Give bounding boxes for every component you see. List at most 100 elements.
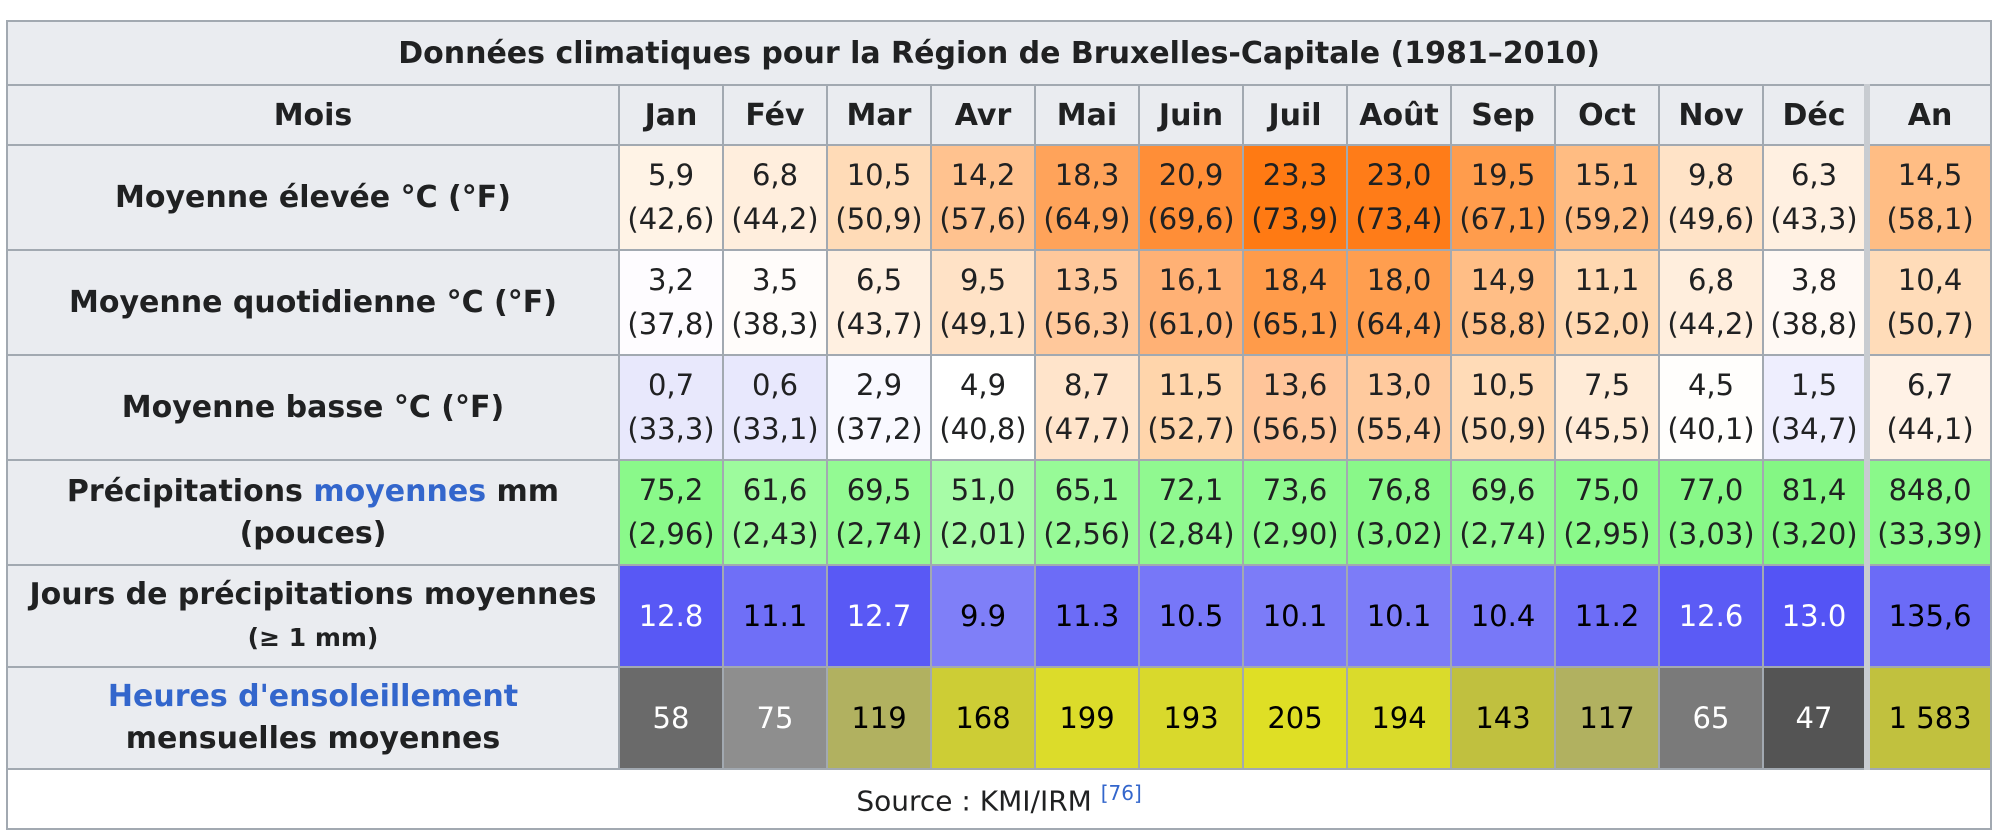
value-cell: 11,5 (52,7) xyxy=(1138,354,1244,461)
metric-value: 6,3 xyxy=(1790,158,1838,192)
value-cell: 65,1 (2,56) xyxy=(1034,459,1140,566)
value-cell: 75,0 (2,95) xyxy=(1554,459,1660,566)
sunshine-link[interactable]: Heures d'ensoleillement xyxy=(107,679,519,714)
row-precipitation: Précipitations moyennes mm (pouces) 75,2… xyxy=(6,459,1993,566)
value-cell: 51,0 (2,01) xyxy=(930,459,1036,566)
metric-value: 3,8 xyxy=(1790,263,1838,297)
table-title: Données climatiques pour la Région de Br… xyxy=(5,20,1993,86)
metric-value: 20,9 xyxy=(1158,158,1224,192)
metric-value: 61,6 xyxy=(742,473,808,507)
imperial-value: (37,2) xyxy=(835,411,923,446)
value-cell: 199 xyxy=(1034,666,1140,770)
month-header: Fév xyxy=(722,84,828,146)
imperial-value: (37,8) xyxy=(627,306,715,341)
metric-value: 8,7 xyxy=(1063,368,1111,402)
metric-value: 9,5 xyxy=(959,263,1007,297)
annual-value-cell: 135,6 xyxy=(1863,564,1993,668)
row-sunshine: Heures d'ensoleillement mensuelles moyen… xyxy=(6,666,1993,770)
imperial-value: (2,96) xyxy=(627,516,715,551)
imperial-value: (59,2) xyxy=(1563,201,1651,236)
annual-header: An xyxy=(1863,84,1993,146)
source-reference-link[interactable]: [76] xyxy=(1100,780,1142,805)
metric-value: 14,2 xyxy=(950,158,1016,192)
metric-value: 0,6 xyxy=(751,368,799,402)
month-header: Juil xyxy=(1242,84,1348,146)
metric-value: 5,9 xyxy=(647,158,695,192)
month-header: Mar xyxy=(826,84,932,146)
value-cell: 72,1 (2,84) xyxy=(1138,459,1244,566)
imperial-value: (47,7) xyxy=(1043,411,1131,446)
value-cell: 13.0 xyxy=(1762,564,1868,668)
annual-value-cell: 848,0 (33,39) xyxy=(1863,459,1993,566)
imperial-value: (49,6) xyxy=(1667,201,1755,236)
imperial-value: (56,5) xyxy=(1251,411,1339,446)
value-cell: 10.1 xyxy=(1346,564,1452,668)
value-cell: 65 xyxy=(1658,666,1764,770)
imperial-value: (49,1) xyxy=(939,306,1027,341)
precip-days-label: Jours de précipitations moyennes xyxy=(29,577,597,612)
value-cell: 6,8 (44,2) xyxy=(1658,249,1764,356)
value-cell: 75,2 (2,96) xyxy=(618,459,724,566)
value-cell: 0,6 (33,1) xyxy=(722,354,828,461)
metric-value: 75,2 xyxy=(638,473,704,507)
metric-value: 15,1 xyxy=(1574,158,1640,192)
value-cell: 2,9 (37,2) xyxy=(826,354,932,461)
metric-value: 7,5 xyxy=(1583,368,1631,402)
value-cell: 12.7 xyxy=(826,564,932,668)
imperial-value: (2,43) xyxy=(731,516,819,551)
value-cell: 81,4 (3,20) xyxy=(1762,459,1868,566)
value-cell: 61,6 (2,43) xyxy=(722,459,828,566)
metric-value: 13,6 xyxy=(1262,368,1328,402)
metric-value: 14,5 xyxy=(1897,158,1963,192)
value-cell: 6,3 (43,3) xyxy=(1762,144,1868,251)
month-header: Août xyxy=(1346,84,1452,146)
metric-value: 6,7 xyxy=(1907,368,1954,402)
metric-value: 75,0 xyxy=(1574,473,1640,507)
metric-value: 6,8 xyxy=(751,158,799,192)
metric-value: 848,0 xyxy=(1888,473,1972,507)
value-cell: 4,5 (40,1) xyxy=(1658,354,1764,461)
month-header: Déc xyxy=(1762,84,1868,146)
imperial-value: (64,4) xyxy=(1355,306,1443,341)
value-cell: 9.9 xyxy=(930,564,1036,668)
value-cell: 77,0 (3,03) xyxy=(1658,459,1764,566)
metric-value: 23,3 xyxy=(1262,158,1328,192)
metric-value: 18,4 xyxy=(1262,263,1328,297)
value-cell: 6,5 (43,7) xyxy=(826,249,932,356)
value-cell: 12.8 xyxy=(618,564,724,668)
precip-moyennes-link[interactable]: moyennes xyxy=(313,473,487,509)
imperial-value: (42,6) xyxy=(627,201,715,236)
imperial-value: (65,1) xyxy=(1251,306,1339,341)
imperial-value: (50,7) xyxy=(1886,306,1974,341)
imperial-value: (45,5) xyxy=(1563,411,1651,446)
month-header: Sep xyxy=(1450,84,1556,146)
row-label-precipitation-days: Jours de précipitations moyennes (≥ 1 mm… xyxy=(6,564,620,668)
value-cell: 23,3 (73,9) xyxy=(1242,144,1348,251)
month-header: Nov xyxy=(1658,84,1764,146)
metric-value: 10,5 xyxy=(1470,368,1536,402)
imperial-value: (44,2) xyxy=(1667,306,1755,341)
row-mean-high: Moyenne élevée °C (°F) 5,9 (42,6) 6,8 (44,2… xyxy=(6,144,1993,251)
metric-value: 69,6 xyxy=(1470,473,1536,507)
annual-value-cell: 10,4 (50,7) xyxy=(1863,249,1993,356)
value-cell: 6,8 (44,2) xyxy=(722,144,828,251)
value-cell: 73,6 (2,90) xyxy=(1242,459,1348,566)
imperial-value: (58,1) xyxy=(1886,201,1974,236)
imperial-value: (3,20) xyxy=(1770,516,1858,551)
value-cell: 10.5 xyxy=(1138,564,1244,668)
imperial-value: (2,84) xyxy=(1147,516,1235,551)
imperial-value: (2,90) xyxy=(1251,516,1339,551)
imperial-value: (44,2) xyxy=(731,201,819,236)
metric-value: 16,1 xyxy=(1158,263,1224,297)
value-cell: 69,5 (2,74) xyxy=(826,459,932,566)
precip-label-start: Précipitations xyxy=(66,473,303,509)
month-header: Avr xyxy=(930,84,1036,146)
value-cell: 14,9 (58,8) xyxy=(1450,249,1556,356)
value-cell: 69,6 (2,74) xyxy=(1450,459,1556,566)
imperial-value: (52,0) xyxy=(1563,306,1651,341)
annual-value-cell: 6,7 (44,1) xyxy=(1863,354,1993,461)
metric-value: 14,9 xyxy=(1470,263,1536,297)
value-cell: 10.4 xyxy=(1450,564,1556,668)
value-cell: 7,5 (45,5) xyxy=(1554,354,1660,461)
metric-value: 4,9 xyxy=(959,368,1007,402)
